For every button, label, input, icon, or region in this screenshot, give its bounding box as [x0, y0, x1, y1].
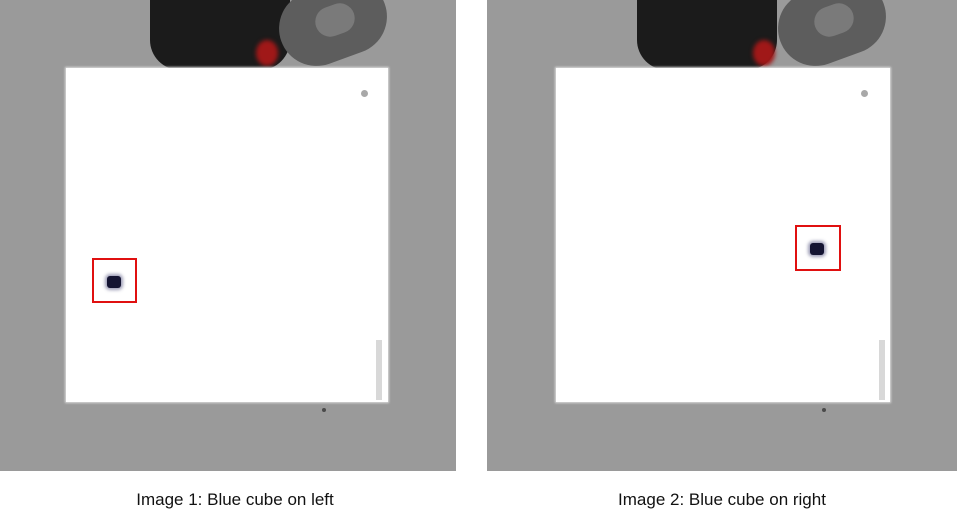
- scene-image-2: [487, 0, 957, 471]
- table-marker: [361, 90, 368, 97]
- table-surface: [66, 68, 388, 402]
- table-edge: [376, 340, 382, 400]
- image-2-caption: Image 2: Blue cube on right: [618, 490, 826, 509]
- table-edge: [879, 340, 885, 400]
- robot-arm-joint: [753, 40, 775, 66]
- floor-speck: [822, 408, 826, 412]
- table-surface: [556, 68, 890, 402]
- table-marker: [861, 90, 868, 97]
- scene-image-1: [0, 0, 456, 471]
- cube-highlight-box: [92, 258, 137, 303]
- robot-arm-joint: [256, 40, 278, 66]
- cube-highlight-box: [795, 225, 841, 271]
- blue-cube: [107, 276, 121, 288]
- floor-speck: [322, 408, 326, 412]
- image-1-caption: Image 1: Blue cube on left: [136, 490, 334, 509]
- blue-cube: [810, 243, 824, 255]
